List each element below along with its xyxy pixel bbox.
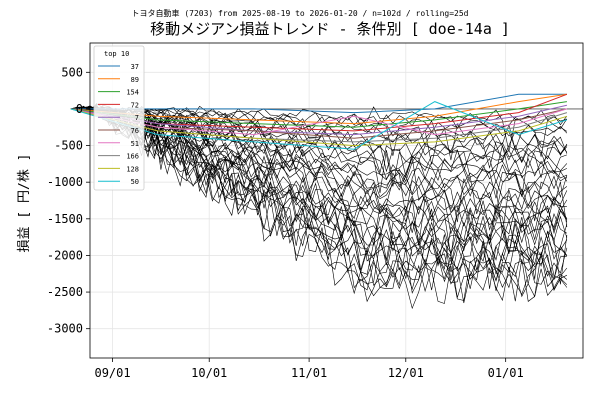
- series-line-7: [70, 104, 568, 136]
- y-tick-label: -3000: [47, 322, 83, 336]
- background-series-line: [70, 103, 568, 252]
- axes: [86, 42, 584, 362]
- x-tick-label: 11/01: [291, 366, 327, 380]
- background-series-line: [70, 106, 568, 285]
- y-tick-label: 0: [76, 102, 83, 116]
- series-line-89: [70, 93, 567, 125]
- tick-labels: 500 0 -500 -1000 -1500 -2000 -2500 -3000 09/01 10…: [47, 65, 524, 380]
- legend-label: 51: [131, 140, 139, 148]
- background-series-line: [70, 107, 568, 151]
- y-axis-label: 損益 [ 円/株 ]: [17, 154, 32, 253]
- legend-title: top 10: [104, 50, 129, 58]
- background-series-line: [70, 107, 568, 223]
- background-series-line: [70, 105, 567, 122]
- x-tick-label: 12/01: [388, 366, 424, 380]
- legend-label: 72: [131, 101, 139, 109]
- y-tick-label: -500: [54, 139, 83, 153]
- x-tick-label: 01/01: [488, 366, 524, 380]
- plot-frame: [89, 42, 584, 359]
- chart-title: 移動メジアン損益トレンド - 条件別 [ doe-14a ]: [150, 20, 510, 38]
- background-series-line: [70, 104, 567, 293]
- legend-label: 166: [126, 153, 139, 161]
- x-tick-label: 09/01: [94, 366, 130, 380]
- background-series-line: [70, 103, 568, 304]
- background-series-line: [70, 107, 568, 291]
- background-series-line: [70, 107, 568, 178]
- legend-label: 128: [126, 165, 139, 173]
- chart-suptitle: トヨタ自動車 (7203) from 2025-08-19 to 2026-01…: [132, 8, 469, 18]
- legend-label: 89: [131, 76, 139, 84]
- series-line-154: [70, 101, 567, 128]
- y-tick-label: 500: [61, 65, 83, 79]
- series-line-50: [70, 101, 568, 150]
- top-series: [70, 93, 568, 150]
- background-series-line: [70, 105, 568, 270]
- y-tick-label: -1500: [47, 212, 83, 226]
- series-line-37: [70, 93, 567, 114]
- legend-label: 7: [135, 114, 139, 122]
- legend-label: 154: [126, 89, 139, 97]
- background-series-line: [70, 105, 568, 197]
- legend-label: 37: [131, 63, 139, 71]
- background-series-line: [70, 105, 568, 292]
- background-series-line: [70, 105, 568, 298]
- background-series-line: [70, 106, 568, 197]
- series-line-128: [70, 108, 568, 147]
- background-series-line: [70, 107, 568, 261]
- y-tick-label: -1000: [47, 175, 83, 189]
- legend-box: [93, 45, 145, 191]
- x-tick-label: 10/01: [191, 366, 227, 380]
- background-series-line: [70, 107, 568, 257]
- legend-label: 50: [131, 178, 139, 186]
- legend-label: 76: [131, 127, 139, 135]
- y-tick-label: -2000: [47, 248, 83, 262]
- series-line-51: [70, 108, 568, 136]
- y-tick-label: -2500: [47, 285, 83, 299]
